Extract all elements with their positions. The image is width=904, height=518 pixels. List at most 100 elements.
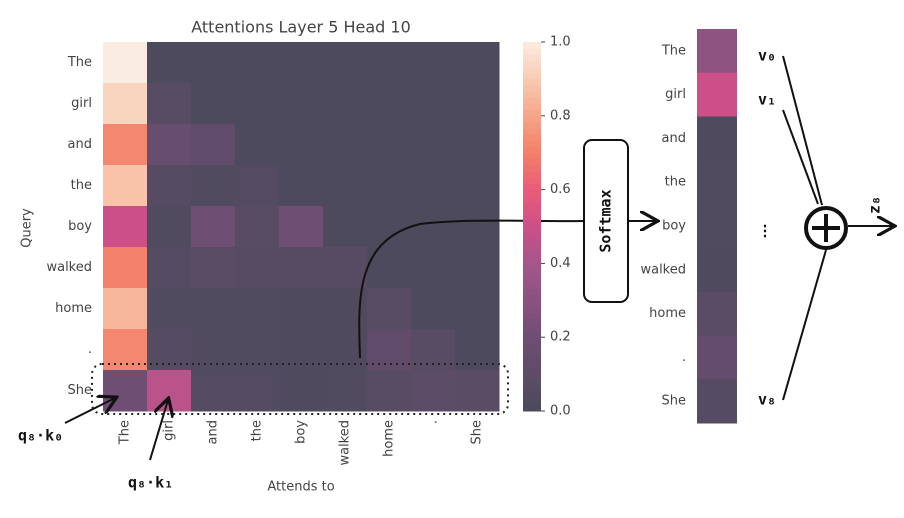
heatmap-cell [103, 124, 148, 166]
y-tick-label: home [649, 306, 686, 321]
heatmap-cell [411, 124, 456, 166]
y-tick-label: the [71, 178, 92, 193]
heatmap-cell [367, 329, 412, 371]
sum-node [804, 206, 848, 250]
heatmap-cell [103, 370, 148, 412]
heatmap-cell [455, 42, 500, 84]
colorbar-segment [523, 121, 541, 129]
heatmap-cell [411, 247, 456, 289]
colorbar-segment [523, 312, 541, 320]
colorbar-segment [523, 66, 541, 74]
annotation: q₈·k₀ [18, 427, 63, 445]
heatmap-cell [411, 42, 456, 84]
colorbar-segment [523, 208, 541, 215]
heatmap-cell [147, 83, 192, 125]
colorbar-segment [523, 324, 541, 332]
heatmap-cell [235, 206, 280, 248]
colorbar-segment [523, 140, 541, 148]
column-cell [697, 160, 737, 205]
heatmap-cell [235, 247, 280, 289]
colorbar-segment [523, 189, 541, 197]
colorbar-segment [523, 195, 541, 203]
colorbar-tick-label: 0.4 [550, 256, 571, 271]
sum-lines [782, 55, 827, 401]
heatmap-cell [147, 370, 192, 412]
colorbar-segment [523, 398, 541, 406]
colorbar-segment [523, 392, 541, 400]
heatmap-cell [147, 206, 192, 248]
heatmap-cell [191, 370, 236, 412]
colorbar-segment [523, 42, 541, 49]
heatmap-cell [235, 288, 280, 330]
x-tick-label: boy [294, 420, 309, 444]
heatmap-cell [279, 206, 324, 248]
colorbar-segment [523, 386, 541, 394]
colorbar-segment [523, 244, 541, 252]
colorbar-segment [523, 78, 541, 86]
y-tick-label: and [662, 131, 686, 146]
heatmap-cell [367, 83, 412, 125]
column-cell [697, 335, 737, 380]
heatmap-cell [279, 288, 324, 330]
heatmap-cell [103, 247, 148, 289]
heatmap-cell [147, 247, 192, 289]
annotation: z₈ [866, 196, 884, 214]
x-tick-label: . [426, 420, 441, 424]
heatmap-cell [191, 165, 236, 207]
heatmap-cell [411, 288, 456, 330]
heatmap-cell [323, 83, 368, 125]
heatmap-cell [103, 42, 148, 84]
heatmap-cell [455, 247, 500, 289]
colorbar-segment [523, 220, 541, 227]
colorbar-segment [523, 171, 541, 178]
colorbar-segment [523, 128, 541, 135]
heatmap-cell [411, 83, 456, 125]
y-tick-label: The [67, 55, 92, 70]
y-tick-label: She [662, 394, 687, 409]
y-tick-label: . [682, 350, 686, 365]
x-tick-label: the [250, 420, 265, 441]
colorbar-segment [523, 251, 541, 258]
y-tick-label: home [55, 301, 92, 316]
y-tick-label: girl [665, 87, 686, 102]
heatmap-cell [235, 370, 280, 412]
y-tick-label: the [665, 175, 686, 190]
colorbar-segment [523, 134, 541, 141]
colorbar-segment [523, 103, 541, 111]
heatmap-cell [191, 83, 236, 125]
colorbar-segment [523, 337, 541, 344]
y-tick-label: She [68, 383, 93, 398]
heatmap-cell [235, 42, 280, 84]
heatmap-cell [103, 288, 148, 330]
heatmap-cell [235, 124, 280, 166]
colorbar-segment [523, 318, 541, 326]
heatmap-cell [455, 206, 500, 248]
heatmap-cell [279, 247, 324, 289]
heatmap-cell [235, 329, 280, 371]
y-tick-label: boy [68, 219, 92, 234]
y-tick-label: boy [662, 219, 686, 234]
colorbar-segment [523, 54, 541, 61]
colorbar-segment [523, 374, 541, 381]
colorbar-segment [523, 404, 541, 412]
row-highlight [91, 363, 509, 415]
colorbar-segment [523, 380, 541, 387]
y-tick-label: and [68, 137, 92, 152]
colorbar-segment [523, 263, 541, 271]
colorbar-segment [523, 269, 541, 277]
heatmap-cell [455, 288, 500, 330]
colorbar-segment [523, 331, 541, 338]
heatmap-cell [323, 165, 368, 207]
colorbar-segment [523, 91, 541, 98]
heatmap-cell [191, 247, 236, 289]
colorbar-segment [523, 288, 541, 295]
column-cell [697, 291, 737, 336]
colorbar-segment [523, 226, 541, 234]
heatmap-cell [323, 370, 368, 412]
heatmap [103, 42, 500, 412]
heatmap-cell [147, 288, 192, 330]
colorbar-segment [523, 152, 541, 160]
heatmap-cell [191, 124, 236, 166]
colorbar-segment [523, 60, 541, 68]
